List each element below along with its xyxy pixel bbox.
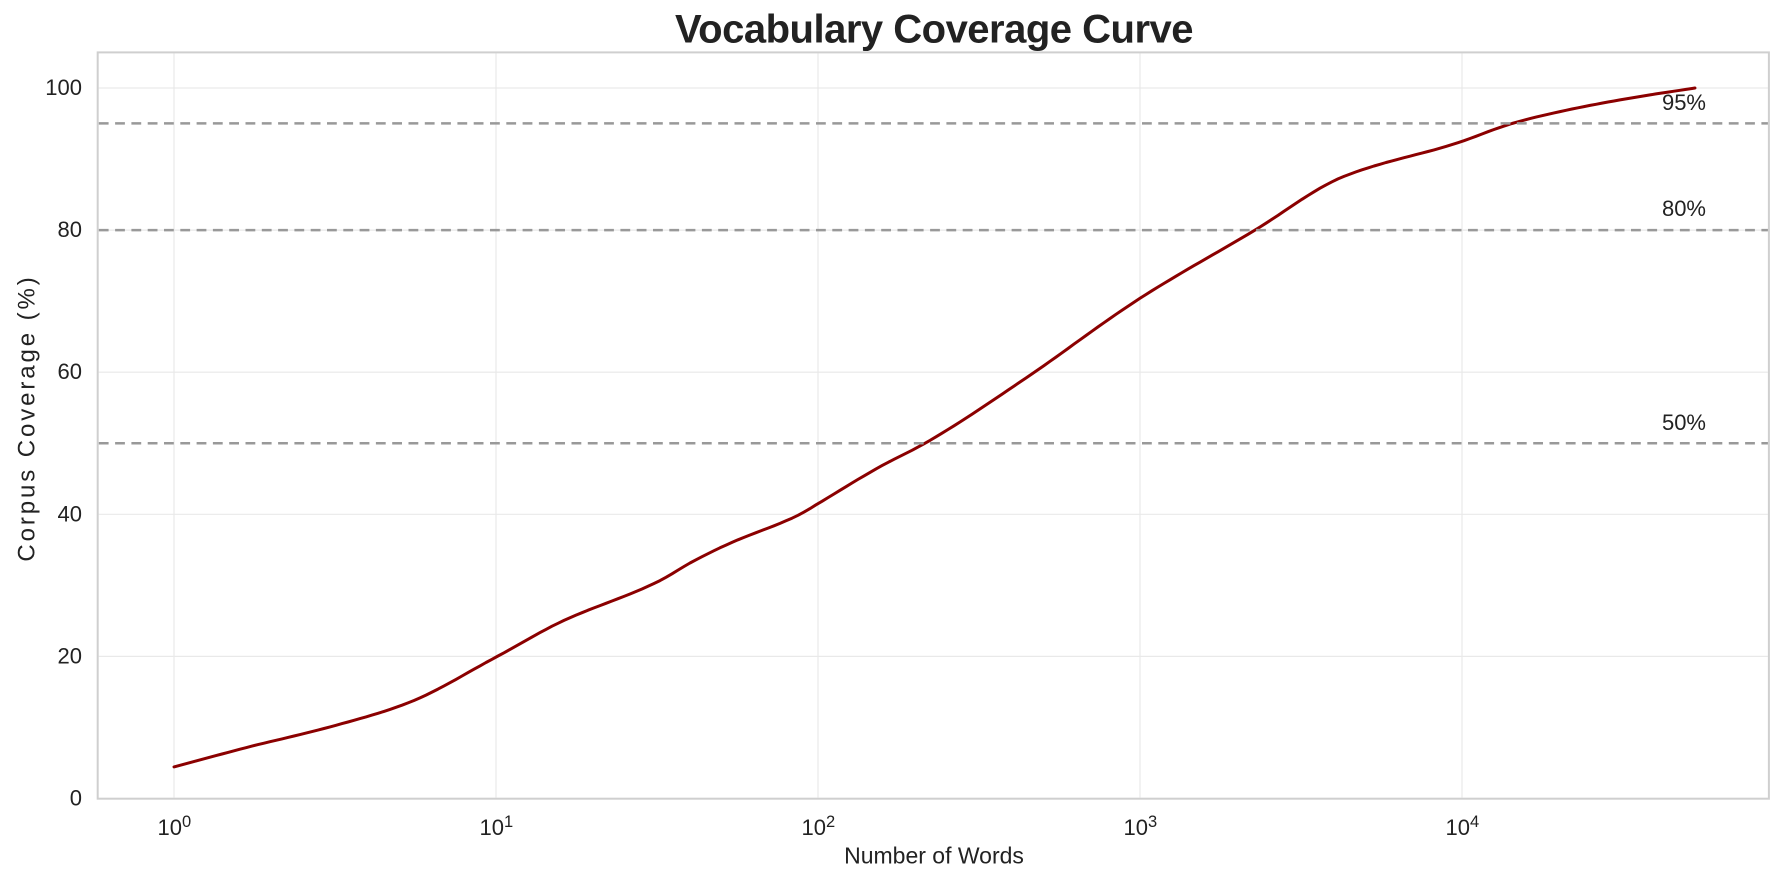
svg-text:95%: 95% [1662, 90, 1706, 115]
svg-text:Corpus Coverage (%): Corpus Coverage (%) [14, 274, 41, 561]
svg-text:0: 0 [70, 786, 82, 811]
svg-text:100: 100 [45, 75, 82, 100]
svg-text:80%: 80% [1662, 196, 1706, 221]
svg-text:60: 60 [58, 359, 82, 384]
svg-text:40: 40 [58, 501, 82, 526]
svg-text:Vocabulary Coverage Curve: Vocabulary Coverage Curve [675, 8, 1193, 52]
svg-text:20: 20 [58, 643, 82, 668]
svg-text:100: 100 [158, 813, 192, 840]
svg-text:80: 80 [58, 217, 82, 242]
svg-text:Number of Words: Number of Words [844, 843, 1024, 869]
svg-text:50%: 50% [1662, 410, 1706, 435]
